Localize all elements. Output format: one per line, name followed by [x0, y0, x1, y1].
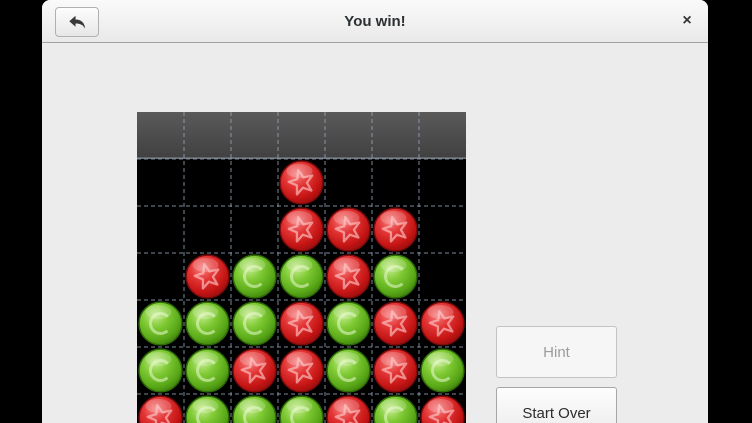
marble-red: [373, 348, 418, 393]
window-title: You win!: [344, 13, 406, 30]
back-button[interactable]: [55, 7, 99, 37]
marble-green: [232, 254, 277, 299]
close-icon: ×: [682, 12, 692, 29]
hint-button[interactable]: Hint: [496, 326, 617, 378]
marble-red: [326, 207, 371, 252]
marble-green: [373, 395, 418, 423]
marble-green: [232, 395, 277, 423]
content-area: Hint Start Over: [42, 44, 708, 423]
grid-lines: [137, 112, 466, 423]
marble-green: [138, 348, 183, 393]
marble-red: [326, 254, 371, 299]
marble-green: [185, 348, 230, 393]
marble-red: [279, 348, 324, 393]
back-icon: [69, 15, 86, 29]
marble-red: [185, 254, 230, 299]
game-board[interactable]: [137, 112, 466, 423]
close-button[interactable]: ×: [674, 8, 700, 34]
marble-green: [185, 395, 230, 423]
marble-red: [373, 301, 418, 346]
marble-red: [373, 207, 418, 252]
drop-strip-edge: [137, 157, 466, 159]
marble-green: [185, 301, 230, 346]
marble-green: [420, 348, 465, 393]
marble-red: [279, 160, 324, 205]
headerbar: You win! ×: [42, 0, 708, 43]
marble-green: [373, 254, 418, 299]
marble-green: [279, 254, 324, 299]
game-window: You win! ×: [42, 0, 708, 423]
marble-green: [232, 301, 277, 346]
marble-red: [326, 395, 371, 423]
marble-green: [326, 348, 371, 393]
marble-green: [326, 301, 371, 346]
marble-red: [279, 301, 324, 346]
marble-green: [138, 301, 183, 346]
marble-green: [279, 395, 324, 423]
marble-red: [138, 395, 183, 423]
drop-strip: [137, 112, 466, 159]
marble-red: [420, 301, 465, 346]
start-over-button[interactable]: Start Over: [496, 387, 617, 423]
marble-red: [279, 207, 324, 252]
marble-red: [232, 348, 277, 393]
marble-red: [420, 395, 465, 423]
marbles-layer: [138, 160, 465, 423]
